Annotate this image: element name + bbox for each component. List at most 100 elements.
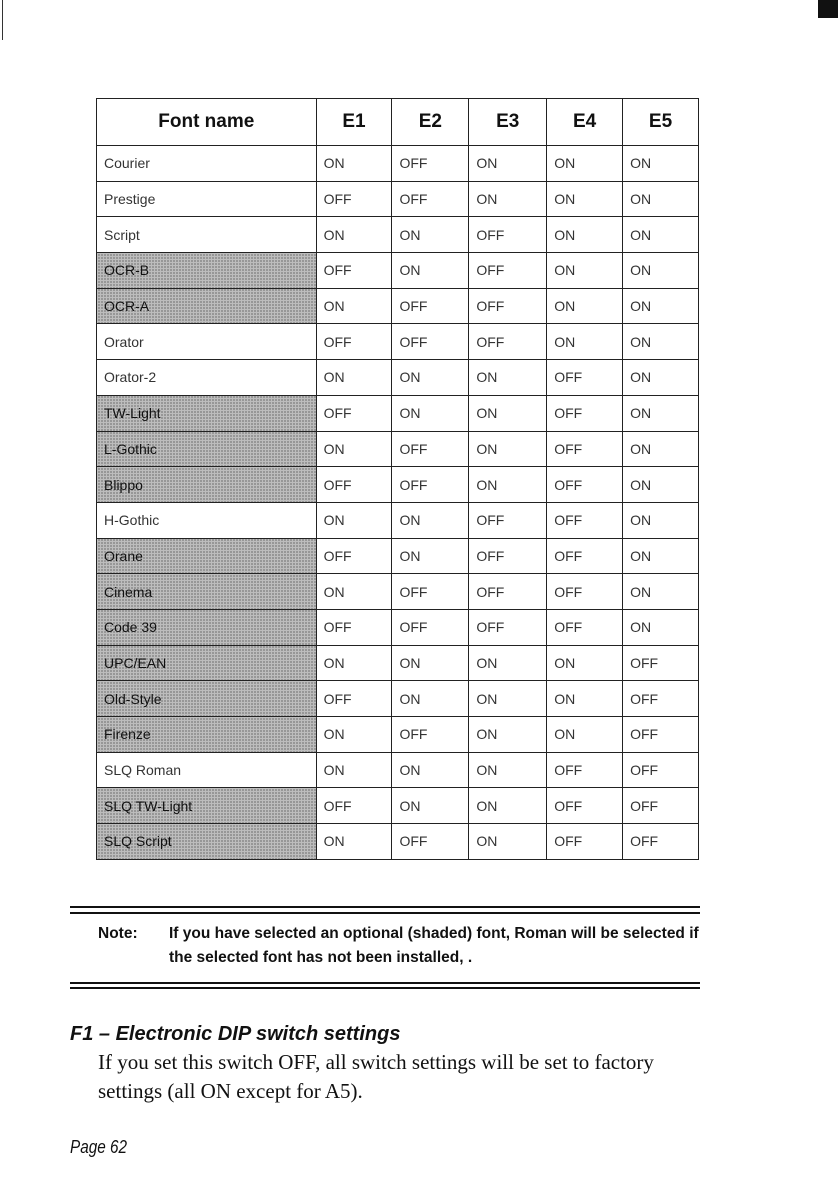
font-name-cell: SLQ TW-Light [96, 787, 317, 825]
switch-e2-cell: OFF [391, 716, 470, 753]
table-row: Orator OFF OFF OFF ON ON [96, 323, 699, 361]
page-number: Page 62 [70, 1137, 128, 1157]
font-name-cell: Script [96, 216, 317, 254]
font-name-cell: TW-Light [96, 394, 317, 432]
switch-e5-cell: ON [622, 145, 699, 182]
table-row: Blippo OFF OFF ON OFF ON [96, 466, 699, 503]
switch-e5-cell: ON [622, 608, 699, 646]
table-row: Prestige OFF OFF ON ON ON [96, 180, 699, 218]
header-e4: E4 [546, 98, 624, 146]
note-label: Note: [98, 925, 138, 942]
switch-e2-cell: ON [391, 252, 470, 289]
note-top-rule-2 [70, 912, 700, 914]
font-name-cell: Orator-2 [96, 359, 317, 396]
switch-e2-cell: OFF [391, 430, 470, 468]
switch-e2-cell: ON [391, 644, 470, 682]
switch-e4-cell: ON [546, 716, 624, 753]
switch-e2-cell: ON [391, 359, 470, 396]
switch-e1-cell: OFF [315, 787, 393, 825]
switch-e3-cell: ON [468, 787, 548, 825]
switch-e3-cell: OFF [468, 323, 548, 361]
switch-e1-cell: OFF [315, 537, 393, 575]
table-row: OCR-B OFF ON OFF ON ON [96, 252, 699, 289]
switch-e1-cell: OFF [315, 608, 393, 646]
switch-e5-cell: OFF [622, 787, 699, 825]
switch-e2-cell: ON [391, 680, 470, 717]
switch-e5-cell: ON [622, 287, 699, 325]
table-row: Code 39 OFF OFF OFF OFF ON [96, 608, 699, 646]
switch-e3-cell: ON [468, 644, 548, 682]
switch-e4-cell: OFF [546, 608, 624, 646]
table-row: TW-Light OFF ON ON OFF ON [96, 394, 699, 432]
switch-e1-cell: ON [315, 751, 393, 789]
note-bottom-rule-2 [70, 987, 700, 989]
switch-e5-cell: OFF [622, 680, 699, 717]
switch-e5-cell: ON [622, 537, 699, 575]
switch-e2-cell: OFF [391, 823, 470, 860]
header-font-name: Font name [96, 98, 317, 146]
switch-e1-cell: ON [315, 823, 393, 860]
table-row: Courier ON OFF ON ON ON [96, 145, 699, 182]
note-top-rule [70, 906, 700, 908]
note-bottom-rule [70, 982, 700, 984]
switch-e2-cell: ON [391, 394, 470, 432]
switch-e5-cell: ON [622, 216, 699, 254]
header-e5: E5 [622, 98, 699, 146]
switch-e4-cell: OFF [546, 751, 624, 789]
table-header-row: Font name E1 E2 E3 E4 E5 [96, 98, 699, 146]
font-name-cell: Blippo [96, 466, 317, 503]
section-heading: F1 – Electronic DIP switch settings [70, 1023, 401, 1045]
switch-e2-cell: ON [391, 501, 470, 539]
switch-e2-cell: ON [391, 751, 470, 789]
switch-e4-cell: OFF [546, 823, 624, 860]
switch-e4-cell: OFF [546, 466, 624, 503]
switch-e3-cell: ON [468, 466, 548, 503]
switch-e3-cell: OFF [468, 252, 548, 289]
switch-e5-cell: OFF [622, 644, 699, 682]
switch-e2-cell: OFF [391, 573, 470, 610]
font-name-cell: Firenze [96, 716, 317, 753]
table-row: SLQ TW-Light OFF ON ON OFF OFF [96, 787, 699, 825]
switch-e5-cell: OFF [622, 823, 699, 860]
switch-e1-cell: OFF [315, 680, 393, 717]
switch-e5-cell: OFF [622, 716, 699, 753]
page-tab-mark [818, 0, 838, 18]
table-row: SLQ Script ON OFF ON OFF OFF [96, 823, 699, 860]
switch-e3-cell: ON [468, 180, 548, 218]
font-name-cell: L-Gothic [96, 430, 317, 468]
switch-e5-cell: ON [622, 252, 699, 289]
switch-e5-cell: ON [622, 394, 699, 432]
switch-e2-cell: ON [391, 537, 470, 575]
header-e3: E3 [468, 98, 548, 146]
switch-e1-cell: OFF [315, 323, 393, 361]
switch-e5-cell: ON [622, 323, 699, 361]
switch-e1-cell: ON [315, 216, 393, 254]
switch-e5-cell: ON [622, 359, 699, 396]
font-name-cell: OCR-A [96, 287, 317, 325]
switch-e5-cell: ON [622, 501, 699, 539]
table-row: H-Gothic ON ON OFF OFF ON [96, 501, 699, 539]
switch-e3-cell: ON [468, 823, 548, 860]
switch-e3-cell: ON [468, 145, 548, 182]
switch-e5-cell: ON [622, 430, 699, 468]
switch-e4-cell: ON [546, 216, 624, 254]
switch-e3-cell: ON [468, 680, 548, 717]
switch-e1-cell: ON [315, 716, 393, 753]
switch-e4-cell: OFF [546, 430, 624, 468]
switch-e3-cell: OFF [468, 608, 548, 646]
table-row: Cinema ON OFF OFF OFF ON [96, 573, 699, 610]
switch-e3-cell: OFF [468, 501, 548, 539]
table-row: Firenze ON OFF ON ON OFF [96, 716, 699, 753]
font-name-cell: SLQ Roman [96, 751, 317, 789]
table-row: Orator-2 ON ON ON OFF ON [96, 359, 699, 396]
note-text: If you have selected an optional (shaded… [169, 925, 699, 966]
switch-e5-cell: OFF [622, 751, 699, 789]
font-name-cell: Cinema [96, 573, 317, 610]
table-row: SLQ Roman ON ON ON OFF OFF [96, 751, 699, 789]
switch-e3-cell: ON [468, 751, 548, 789]
switch-e2-cell: ON [391, 216, 470, 254]
switch-e4-cell: ON [546, 323, 624, 361]
switch-e4-cell: OFF [546, 359, 624, 396]
switch-e4-cell: ON [546, 252, 624, 289]
switch-e4-cell: ON [546, 680, 624, 717]
